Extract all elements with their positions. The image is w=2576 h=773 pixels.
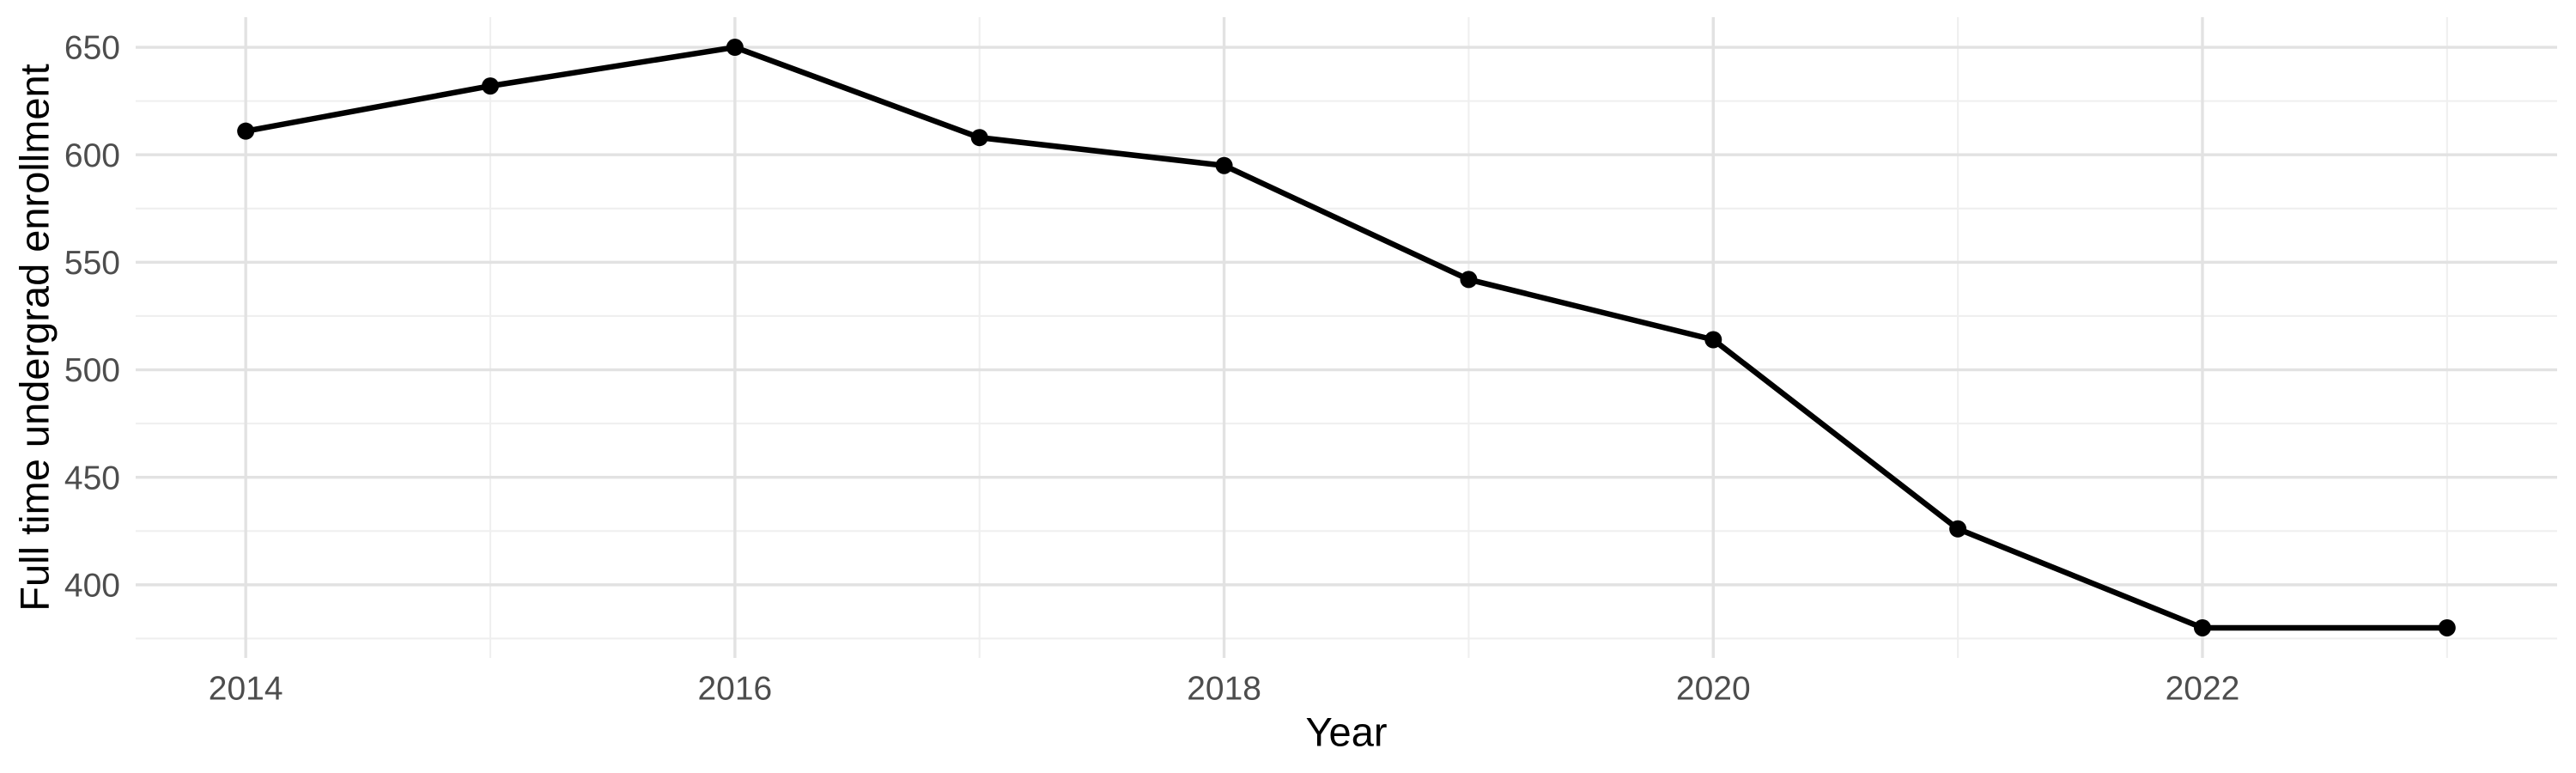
y-tick-label: 600 <box>64 137 120 174</box>
data-series <box>237 39 2456 636</box>
data-point <box>237 122 255 140</box>
x-tick-label: 2016 <box>697 671 772 708</box>
data-point <box>1704 331 1722 349</box>
y-tick-label: 450 <box>64 460 120 496</box>
data-point <box>1460 271 1478 289</box>
x-tick-label: 2018 <box>1187 671 1261 708</box>
y-tick-label: 650 <box>64 30 120 67</box>
y-tick-label: 500 <box>64 352 120 389</box>
data-point <box>726 39 744 57</box>
data-point <box>2438 618 2456 636</box>
x-axis-title: Year <box>1306 709 1388 754</box>
data-point <box>970 129 988 147</box>
y-axis-title: Full time undergrad enrollment <box>11 64 57 611</box>
y-tick-label: 400 <box>64 568 120 605</box>
x-tick-label: 2014 <box>209 671 283 708</box>
data-point <box>2193 618 2211 636</box>
major-gridlines <box>136 17 2557 658</box>
data-point <box>482 77 500 95</box>
y-tick-label: 550 <box>64 245 120 282</box>
data-point <box>1949 520 1967 538</box>
x-tick-label: 2022 <box>2166 671 2240 708</box>
x-tick-label: 2020 <box>1676 671 1751 708</box>
minor-gridlines <box>136 17 2557 658</box>
series-line <box>242 44 2451 631</box>
data-point <box>1215 156 1233 174</box>
axis-tick-labels: 400 450 500 550 600 650 2014 2016 2018 2020 2022 <box>64 30 2239 708</box>
